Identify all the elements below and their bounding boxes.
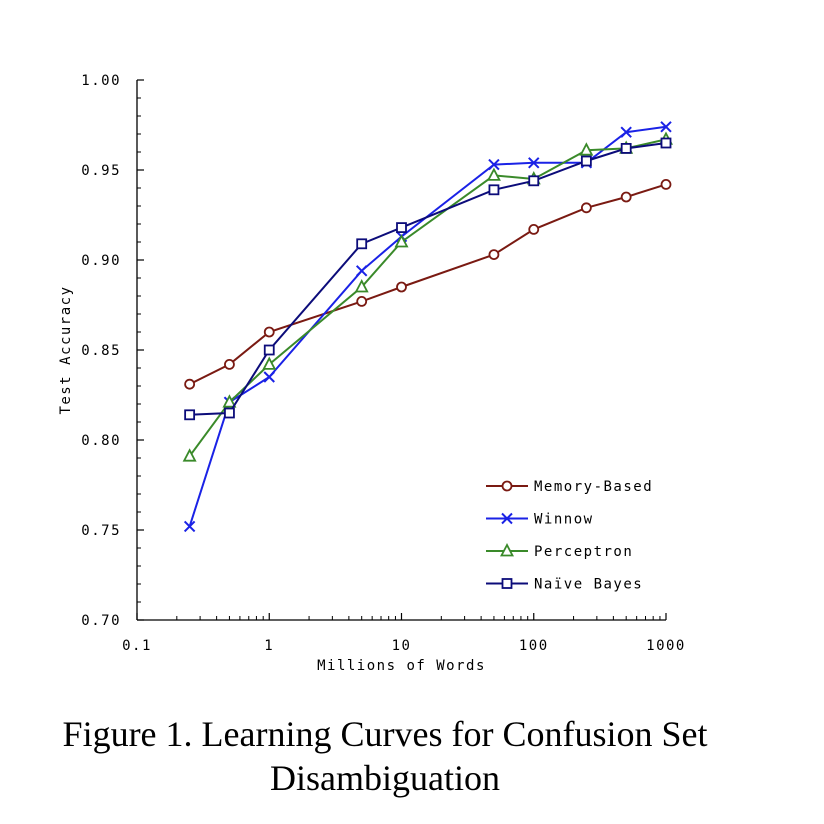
axes: 0.70 0.75 0.80 0.85 0.90 0.95 1.00 0.1 1 10 100 100… xyxy=(58,73,686,674)
data-point-memory-based xyxy=(224,358,235,370)
series-winnow xyxy=(183,121,672,533)
series-layer xyxy=(182,121,673,533)
x-tick-label: 0.1 xyxy=(122,638,152,654)
data-point-memory-based xyxy=(580,202,592,214)
data-point-winnow xyxy=(488,158,500,171)
data-point-na-ve-bayes xyxy=(488,184,500,196)
data-point-na-ve-bayes xyxy=(396,222,407,234)
y-tick-label: 0.70 xyxy=(81,613,121,629)
data-point-memory-based xyxy=(184,378,196,390)
legend-marker-winnow xyxy=(501,512,513,525)
data-point-winnow xyxy=(355,265,368,277)
data-point-perceptron xyxy=(394,234,409,248)
data-point-winnow xyxy=(183,520,196,533)
data-point-winnow xyxy=(528,157,540,169)
data-point-memory-based xyxy=(263,326,275,338)
data-point-na-ve-bayes xyxy=(660,137,672,149)
data-point-na-ve-bayes xyxy=(263,344,275,356)
data-point-perceptron xyxy=(262,356,277,370)
legend-label-winnow: Winnow xyxy=(534,512,594,528)
legend-marker-memory-based xyxy=(501,480,513,492)
data-point-memory-based xyxy=(356,295,368,307)
series-line-na-ve-bayes xyxy=(189,142,667,416)
data-point-na-ve-bayes xyxy=(528,175,540,187)
legend: Memory-Based Winnow Perceptron Naïve Bayes xyxy=(486,479,653,593)
data-point-na-ve-bayes xyxy=(620,142,632,154)
y-tick-label: 0.75 xyxy=(81,523,121,539)
y-tick-label: 1.00 xyxy=(81,73,121,89)
data-point-winnow xyxy=(620,126,632,138)
y-tick-label: 0.95 xyxy=(81,163,121,179)
x-axis-label: Millions of Words xyxy=(317,658,486,674)
series-memory-based xyxy=(184,178,672,390)
x-tick-label: 1 xyxy=(264,638,274,654)
y-axis-label: Test Accuracy xyxy=(58,285,74,414)
data-point-na-ve-bayes xyxy=(580,155,592,167)
x-tick-label: 100 xyxy=(519,638,549,654)
data-point-memory-based xyxy=(620,191,632,203)
series-perceptron xyxy=(182,131,673,462)
data-point-na-ve-bayes xyxy=(356,238,368,250)
data-point-winnow xyxy=(660,121,672,133)
series-line-memory-based xyxy=(189,183,667,386)
legend-label-na-ve-bayes: Naïve Bayes xyxy=(534,577,643,593)
legend-label-memory-based: Memory-Based xyxy=(534,479,653,495)
legend-marker-na-ve-bayes xyxy=(501,578,513,589)
data-point-memory-based xyxy=(528,223,540,235)
data-point-winnow xyxy=(263,371,275,383)
data-point-memory-based xyxy=(488,249,500,261)
data-point-perceptron xyxy=(222,394,237,408)
data-point-memory-based xyxy=(396,281,407,293)
legend-label-perceptron: Perceptron xyxy=(534,544,633,560)
data-point-perceptron xyxy=(182,448,197,462)
data-point-perceptron xyxy=(579,142,594,156)
series-line-winnow xyxy=(188,125,667,527)
learning-curves-chart: 0.70 0.75 0.80 0.85 0.90 0.95 1.00 0.1 1 10 100 100… xyxy=(58,73,686,674)
x-tick-label: 10 xyxy=(392,638,412,654)
series-line-perceptron xyxy=(188,138,667,457)
data-point-na-ve-bayes xyxy=(184,409,196,421)
figure-caption: Figure 1. Learning Curves for Confusion … xyxy=(62,714,708,798)
series-na-ve-bayes xyxy=(184,137,672,421)
data-point-perceptron xyxy=(486,167,501,181)
x-tick-label: 1000 xyxy=(646,638,686,654)
data-point-na-ve-bayes xyxy=(224,407,235,419)
y-tick-label: 0.85 xyxy=(81,343,121,359)
data-point-perceptron xyxy=(354,279,369,293)
y-tick-label: 0.90 xyxy=(81,253,121,269)
data-point-memory-based xyxy=(660,178,672,190)
legend-marker-perceptron xyxy=(500,543,514,557)
y-tick-label: 0.80 xyxy=(81,433,121,449)
